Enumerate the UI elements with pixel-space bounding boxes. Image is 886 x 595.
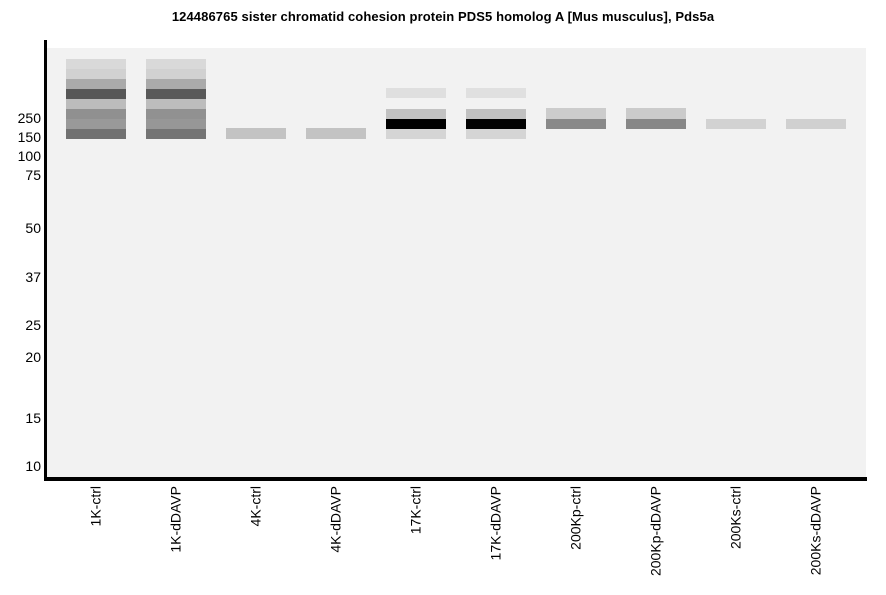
gel-band	[66, 119, 126, 129]
lane-label-1k-ddavp: 1K-dDAVP	[167, 486, 184, 553]
gel-band	[66, 99, 126, 109]
gel-band	[386, 88, 446, 98]
y-axis-spine	[44, 40, 47, 481]
gel-band	[626, 108, 686, 119]
gel-band	[466, 129, 526, 139]
y-tick-label-15: 15	[25, 410, 41, 426]
gel-band	[146, 119, 206, 129]
gel-band	[146, 89, 206, 99]
gel-band	[546, 119, 606, 129]
gel-band	[66, 79, 126, 89]
gel-band	[466, 88, 526, 98]
lane-label-17k-ddavp: 17K-dDAVP	[487, 486, 504, 561]
lane-label-200ks-ctrl: 200Ks-ctrl	[727, 486, 744, 550]
y-tick-label-50: 50	[25, 220, 41, 236]
gel-band	[386, 129, 446, 139]
gel-band	[146, 99, 206, 109]
y-tick-label-150: 150	[17, 129, 41, 145]
y-tick-label-100: 100	[17, 148, 41, 164]
gel-band	[386, 109, 446, 119]
gel-band	[786, 119, 846, 129]
lane-label-200ks-ddavp: 200Ks-dDAVP	[807, 486, 824, 576]
gel-band	[146, 129, 206, 139]
lane-label-1k-ctrl: 1K-ctrl	[87, 486, 104, 527]
y-tick-label-250: 250	[17, 110, 41, 126]
y-tick-label-20: 20	[25, 349, 41, 365]
x-axis-spine	[44, 477, 867, 481]
y-tick-label-25: 25	[25, 317, 41, 333]
gel-band	[66, 109, 126, 119]
y-tick-label-37: 37	[25, 269, 41, 285]
lane-label-200kp-ctrl: 200Kp-ctrl	[567, 486, 584, 550]
gel-band	[466, 109, 526, 119]
gel-band	[466, 119, 526, 129]
y-tick-label-10: 10	[25, 458, 41, 474]
gel-band	[66, 59, 126, 69]
lane-label-4k-ddavp: 4K-dDAVP	[327, 486, 344, 553]
gel-band	[66, 69, 126, 79]
gel-band	[706, 119, 766, 129]
lane-label-17k-ctrl: 17K-ctrl	[407, 486, 424, 535]
gel-band	[66, 129, 126, 139]
gel-band	[146, 59, 206, 69]
gel-band	[306, 128, 366, 139]
gel-band	[626, 119, 686, 129]
gel-band	[546, 108, 606, 119]
gel-band	[386, 119, 446, 129]
y-tick-label-75: 75	[25, 167, 41, 183]
gel-band	[226, 128, 286, 139]
gel-band	[146, 69, 206, 79]
lane-label-4k-ctrl: 4K-ctrl	[247, 486, 264, 527]
chart-title: 124486765 sister chromatid cohesion prot…	[171, 9, 715, 24]
lane-label-200kp-ddavp: 200Kp-dDAVP	[647, 486, 664, 577]
gel-band	[66, 89, 126, 99]
gel-band	[146, 79, 206, 89]
gel-band	[146, 109, 206, 119]
